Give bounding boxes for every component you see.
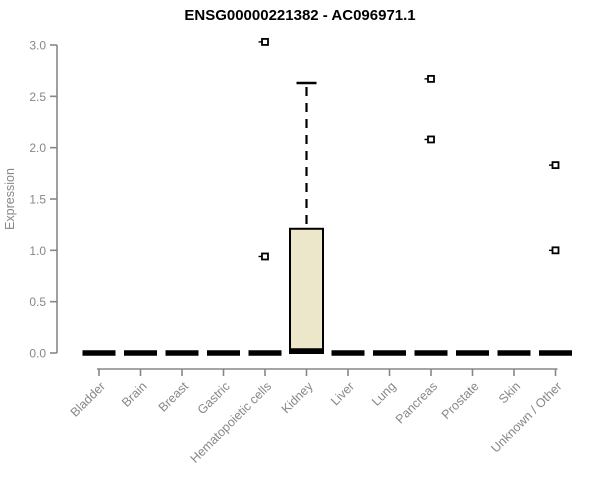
category-label: Unknown / Other xyxy=(488,379,564,455)
outlier-point xyxy=(427,74,435,83)
y-axis-label: Expression xyxy=(3,168,17,230)
y-tick-label: 2.0 xyxy=(29,141,46,155)
outlier-point xyxy=(551,161,560,170)
y-tick-label: 1.5 xyxy=(29,193,46,207)
y-tick-label: 1.0 xyxy=(29,244,46,258)
category-label: Brain xyxy=(119,379,150,410)
category-label: Liver xyxy=(328,379,357,408)
chart-title: ENSG00000221382 - AC096971.1 xyxy=(184,7,415,24)
y-tick-label: 0.0 xyxy=(29,347,46,361)
category-label: Breast xyxy=(156,379,192,415)
outlier-point xyxy=(261,38,269,46)
outlier-point xyxy=(551,246,560,255)
box xyxy=(289,227,324,354)
category-label: Hematopoietic cells xyxy=(188,379,275,466)
y-tick-label: 2.5 xyxy=(29,90,46,104)
category-label: Lung xyxy=(369,379,399,409)
category-label: Bladder xyxy=(68,379,108,419)
y-tick-label: 0.5 xyxy=(29,295,46,309)
category-label: Pancreas xyxy=(393,379,440,426)
y-tick-label: 3.0 xyxy=(29,39,46,53)
category-label: Gastric xyxy=(195,379,233,417)
outlier-point xyxy=(427,135,435,144)
category-label: Kidney xyxy=(279,379,316,416)
plot-area: 0.0 0.5 1.0 1.5 2.0 2.5 3.0 Bladder Brain Breast G… xyxy=(29,38,572,466)
category-label: Prostate xyxy=(439,379,482,422)
category-label: Skin xyxy=(496,379,523,406)
outlier-point xyxy=(261,252,269,261)
